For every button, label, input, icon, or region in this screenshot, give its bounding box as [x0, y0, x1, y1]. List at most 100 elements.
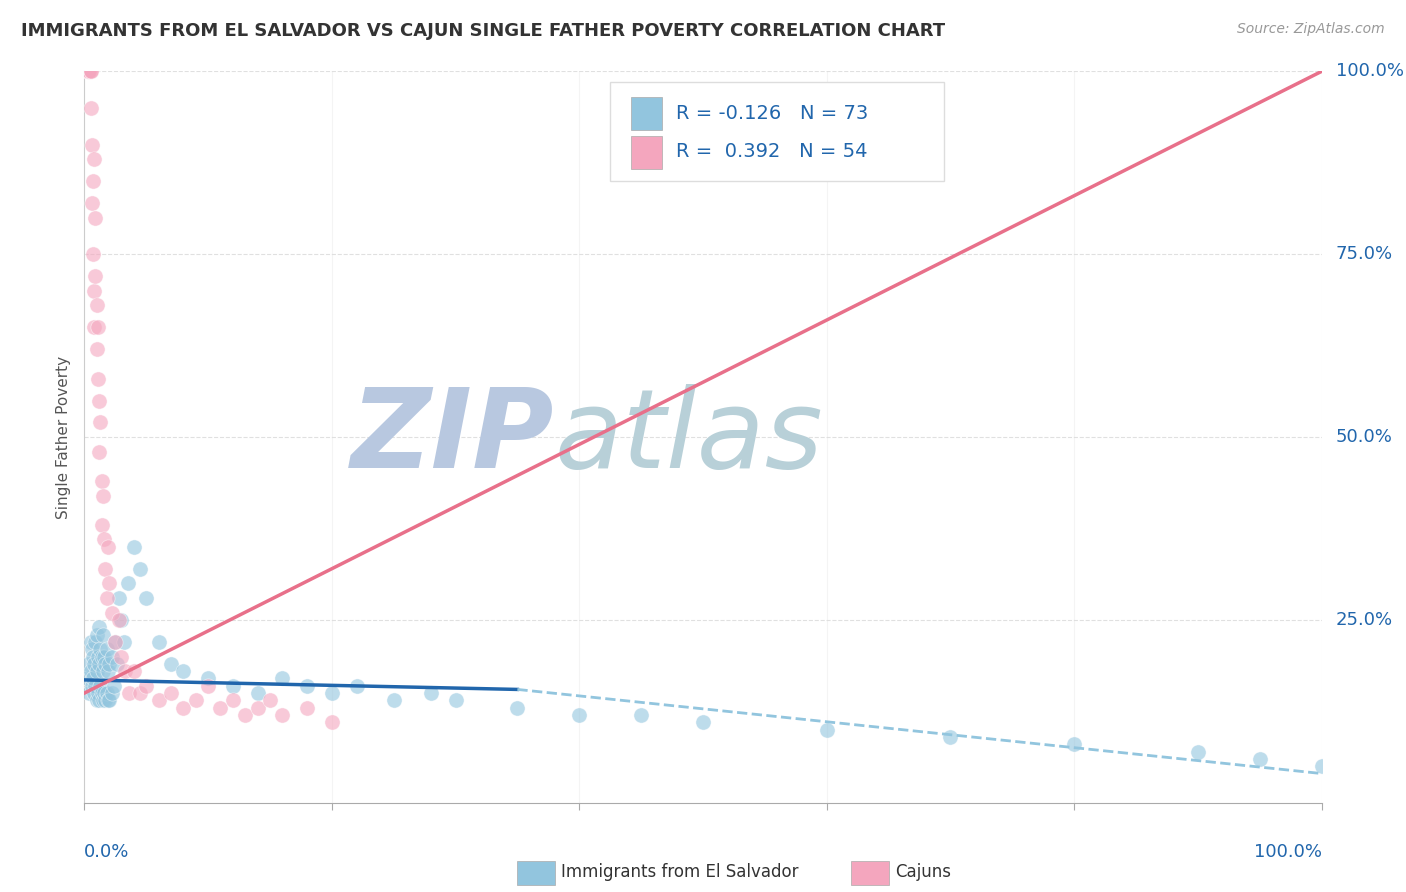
Text: Source: ZipAtlas.com: Source: ZipAtlas.com — [1237, 22, 1385, 37]
Point — [79, 64, 101, 78]
Point — [82, 174, 104, 188]
Point — [160, 657, 183, 671]
Point — [93, 533, 115, 547]
Point — [89, 416, 111, 430]
Text: 75.0%: 75.0% — [1336, 245, 1393, 263]
Point — [91, 489, 114, 503]
Point — [79, 64, 101, 78]
Point — [82, 247, 104, 261]
Point — [89, 444, 111, 458]
Text: R =  0.392   N = 54: R = 0.392 N = 54 — [676, 143, 868, 161]
Point — [79, 64, 101, 78]
Point — [76, 672, 98, 686]
Point — [222, 679, 245, 693]
Text: IMMIGRANTS FROM EL SALVADOR VS CAJUN SINGLE FATHER POVERTY CORRELATION CHART: IMMIGRANTS FROM EL SALVADOR VS CAJUN SIN… — [21, 22, 945, 40]
Point — [83, 320, 105, 334]
Point — [94, 693, 117, 707]
Text: 100.0%: 100.0% — [1254, 843, 1322, 861]
Point — [84, 211, 107, 225]
Point — [86, 664, 108, 678]
Point — [96, 642, 118, 657]
Point — [89, 642, 111, 657]
Point — [80, 137, 103, 152]
Point — [105, 657, 128, 671]
Point — [129, 686, 152, 700]
Point — [172, 664, 194, 678]
Point — [90, 649, 112, 664]
Point — [91, 664, 114, 678]
Point — [122, 540, 145, 554]
Text: 100.0%: 100.0% — [1336, 62, 1403, 80]
Point — [1187, 745, 1209, 759]
Point — [84, 679, 107, 693]
Point — [117, 576, 139, 591]
Point — [87, 371, 110, 385]
Point — [86, 693, 108, 707]
Point — [91, 627, 114, 641]
Point — [135, 591, 157, 605]
Point — [568, 708, 591, 723]
Y-axis label: Single Father Poverty: Single Father Poverty — [56, 356, 72, 518]
Point — [246, 686, 269, 700]
Point — [97, 693, 120, 707]
Point — [83, 284, 105, 298]
Point — [114, 664, 136, 678]
Point — [160, 686, 183, 700]
Point — [98, 576, 121, 591]
Point — [815, 723, 838, 737]
Text: Cajuns: Cajuns — [894, 863, 950, 881]
Point — [89, 657, 111, 671]
Point — [148, 635, 170, 649]
Point — [129, 562, 152, 576]
Point — [233, 708, 256, 723]
Point — [246, 700, 269, 714]
Point — [79, 101, 101, 115]
Point — [346, 679, 368, 693]
Point — [93, 649, 115, 664]
Point — [87, 320, 110, 334]
Point — [89, 679, 111, 693]
Point — [93, 686, 115, 700]
Point — [209, 700, 232, 714]
Text: R = -0.126   N = 73: R = -0.126 N = 73 — [676, 103, 868, 122]
Point — [79, 635, 101, 649]
Bar — [631, 136, 662, 169]
Point — [77, 657, 100, 671]
Point — [271, 708, 294, 723]
Point — [80, 196, 103, 211]
Point — [222, 693, 245, 707]
Point — [382, 693, 405, 707]
Bar — [852, 862, 889, 885]
Point — [98, 657, 121, 671]
Point — [122, 664, 145, 678]
Point — [86, 343, 108, 357]
Point — [104, 635, 127, 649]
Point — [90, 517, 112, 532]
Point — [82, 649, 104, 664]
Point — [506, 700, 529, 714]
Point — [100, 606, 122, 620]
Bar — [631, 97, 662, 130]
Point — [83, 657, 105, 671]
Point — [77, 64, 100, 78]
Point — [271, 672, 294, 686]
Point — [110, 649, 132, 664]
Point — [148, 693, 170, 707]
Point — [83, 686, 105, 700]
Point — [94, 562, 117, 576]
Point — [1249, 752, 1271, 766]
Point — [79, 64, 101, 78]
Point — [103, 679, 125, 693]
Point — [96, 686, 118, 700]
Point — [321, 715, 343, 730]
Point — [79, 664, 101, 678]
Point — [1310, 759, 1333, 773]
Point — [104, 635, 127, 649]
Point — [110, 613, 132, 627]
Point — [100, 649, 122, 664]
Text: atlas: atlas — [554, 384, 823, 491]
Point — [172, 700, 194, 714]
Point — [295, 679, 318, 693]
Point — [97, 540, 120, 554]
Point — [184, 693, 207, 707]
